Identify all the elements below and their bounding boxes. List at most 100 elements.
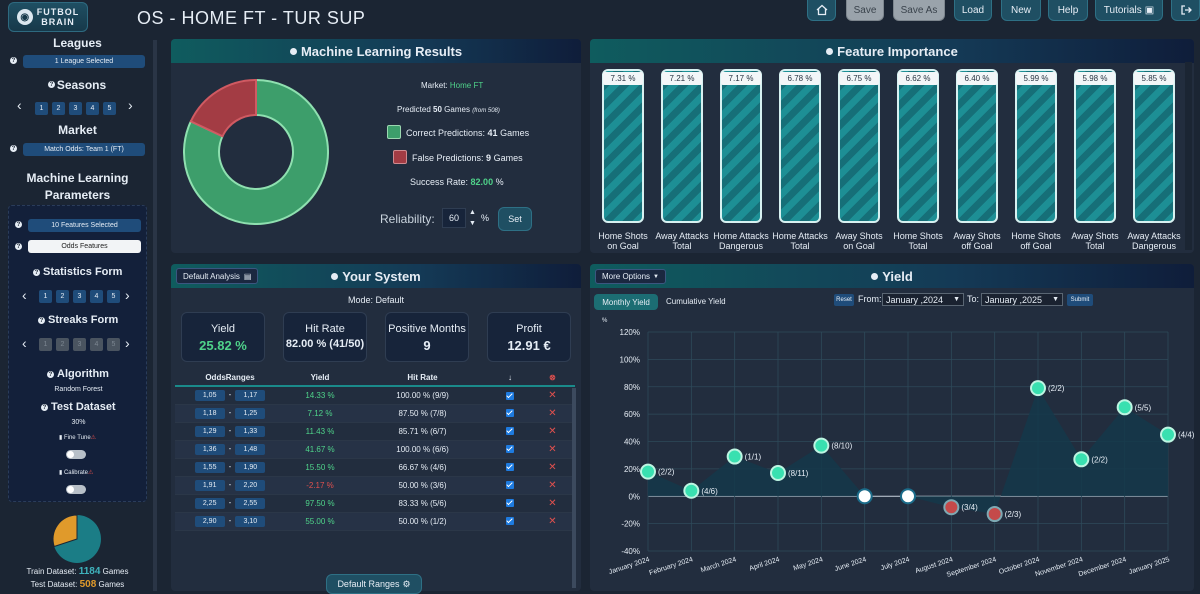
range-high-input[interactable]: 2,20 (235, 479, 266, 491)
range-high-input[interactable]: 2,55 (235, 497, 266, 509)
chevron-left-icon[interactable]: ‹ (22, 287, 27, 303)
sidebar-scrollbar[interactable] (153, 40, 157, 591)
features-select[interactable]: 10 Features Selected (28, 219, 141, 232)
range-low-input[interactable]: 1,18 (194, 407, 225, 419)
fine-tune-toggle[interactable] (66, 450, 86, 459)
feature-bar[interactable] (897, 69, 939, 223)
range-high-input[interactable]: 1,25 (235, 407, 266, 419)
yield-point[interactable] (856, 488, 873, 505)
feature-bar[interactable] (1015, 69, 1057, 223)
range-checkbox[interactable] (506, 517, 514, 526)
reliability-input[interactable]: 60 (442, 208, 466, 228)
test-dataset-value[interactable]: 30% (71, 419, 86, 426)
range-low-input[interactable]: 1,91 (194, 479, 225, 491)
submit-button[interactable]: Submit (1067, 294, 1093, 306)
season-2[interactable]: 2 (52, 102, 65, 115)
help-icon[interactable]: ? (10, 57, 17, 64)
reset-button[interactable]: Reset (834, 294, 854, 306)
streaks-3[interactable]: 3 (73, 338, 86, 351)
yield-point[interactable] (1160, 426, 1176, 443)
info-icon[interactable] (871, 272, 879, 280)
streaks-1[interactable]: 1 (39, 338, 52, 351)
streaks-5[interactable]: 5 (107, 338, 120, 351)
season-1[interactable]: 1 (35, 102, 48, 115)
range-checkbox[interactable] (506, 499, 514, 508)
new-button[interactable]: New (1001, 0, 1041, 21)
logout-button[interactable] (1171, 0, 1200, 21)
yield-point[interactable] (813, 437, 830, 454)
help-icon[interactable]: ? (15, 221, 22, 228)
to-select[interactable]: January ,2025 ▼ (981, 293, 1063, 306)
feature-bar[interactable] (661, 69, 703, 223)
range-checkbox[interactable] (506, 481, 514, 490)
remove-row-icon[interactable]: ✕ (548, 461, 557, 473)
feature-bar[interactable] (838, 69, 880, 223)
save-as-button[interactable]: Save As (893, 0, 945, 21)
info-icon[interactable] (289, 47, 297, 55)
help-icon[interactable]: ? (38, 317, 45, 324)
chevron-right-icon[interactable]: › (125, 335, 130, 351)
remove-row-icon[interactable]: ✕ (548, 497, 557, 509)
from-select[interactable]: January ,2024 ▼ (882, 293, 964, 306)
features-type[interactable]: Odds Features (28, 240, 141, 253)
range-low-input[interactable]: 1,36 (194, 443, 225, 455)
chevron-right-icon[interactable]: › (128, 97, 133, 113)
help-icon[interactable]: ? (48, 81, 55, 88)
yield-point[interactable] (1030, 380, 1046, 397)
help-button[interactable]: Help (1048, 0, 1088, 21)
info-icon[interactable] (826, 47, 834, 55)
season-5[interactable]: 5 (103, 102, 116, 115)
stats-3[interactable]: 3 (73, 290, 86, 303)
range-checkbox[interactable] (506, 463, 514, 472)
yield-point[interactable] (943, 499, 960, 516)
col-hit-rate[interactable]: Hit Rate (355, 370, 490, 387)
algorithm-value[interactable]: Random Forest (54, 386, 103, 393)
range-low-input[interactable]: 2,90 (194, 515, 225, 527)
range-low-input[interactable]: 1,05 (194, 389, 225, 401)
remove-row-icon[interactable]: ✕ (548, 515, 557, 527)
feature-bar[interactable] (1074, 69, 1116, 223)
help-icon[interactable]: ? (41, 404, 48, 411)
range-low-input[interactable]: 1,55 (194, 461, 225, 473)
chevron-left-icon[interactable]: ‹ (17, 97, 22, 113)
leagues-select[interactable]: 1 League Selected (23, 55, 145, 68)
remove-row-icon[interactable]: ✕ (548, 443, 557, 455)
range-high-input[interactable]: 1,90 (235, 461, 266, 473)
stats-5[interactable]: 5 (107, 290, 120, 303)
season-4[interactable]: 4 (86, 102, 99, 115)
feature-bar[interactable] (1133, 69, 1175, 223)
feature-bar[interactable] (720, 69, 762, 223)
yield-point[interactable] (1073, 451, 1090, 468)
stats-2[interactable]: 2 (56, 290, 69, 303)
range-checkbox[interactable] (506, 427, 514, 436)
clear-all-icon[interactable]: ⊗ (530, 370, 575, 387)
load-button[interactable]: Load (954, 0, 992, 21)
help-icon[interactable]: ? (33, 269, 40, 276)
stats-4[interactable]: 4 (90, 290, 103, 303)
feature-bar[interactable] (779, 69, 821, 223)
yield-point[interactable] (726, 448, 743, 465)
feature-scrollbar[interactable] (1185, 62, 1192, 250)
remove-row-icon[interactable]: ✕ (548, 425, 557, 437)
range-high-input[interactable]: 1,33 (235, 425, 266, 437)
season-3[interactable]: 3 (69, 102, 82, 115)
yield-point[interactable] (986, 506, 1003, 523)
yield-point[interactable] (900, 488, 916, 505)
range-high-input[interactable]: 1,48 (235, 443, 266, 455)
col-yield[interactable]: Yield (285, 370, 355, 387)
table-scrollbar[interactable] (572, 388, 576, 588)
help-icon[interactable]: ? (10, 145, 17, 152)
calibrate-toggle[interactable] (66, 485, 86, 494)
tab-monthly-yield[interactable]: Monthly Yield (594, 294, 658, 310)
home-button[interactable] (807, 0, 836, 21)
chevron-right-icon[interactable]: › (125, 287, 130, 303)
chevron-left-icon[interactable]: ‹ (22, 335, 27, 351)
range-checkbox[interactable] (506, 391, 514, 400)
default-analysis-button[interactable]: Default Analysis ▤ (176, 268, 259, 284)
range-checkbox[interactable] (506, 409, 514, 418)
feature-bar[interactable] (602, 69, 644, 223)
col-odds-ranges[interactable]: OddsRanges (175, 370, 285, 387)
sort-icon[interactable]: ↓ (490, 370, 530, 387)
remove-row-icon[interactable]: ✕ (548, 479, 557, 491)
yield-point[interactable] (683, 482, 700, 499)
